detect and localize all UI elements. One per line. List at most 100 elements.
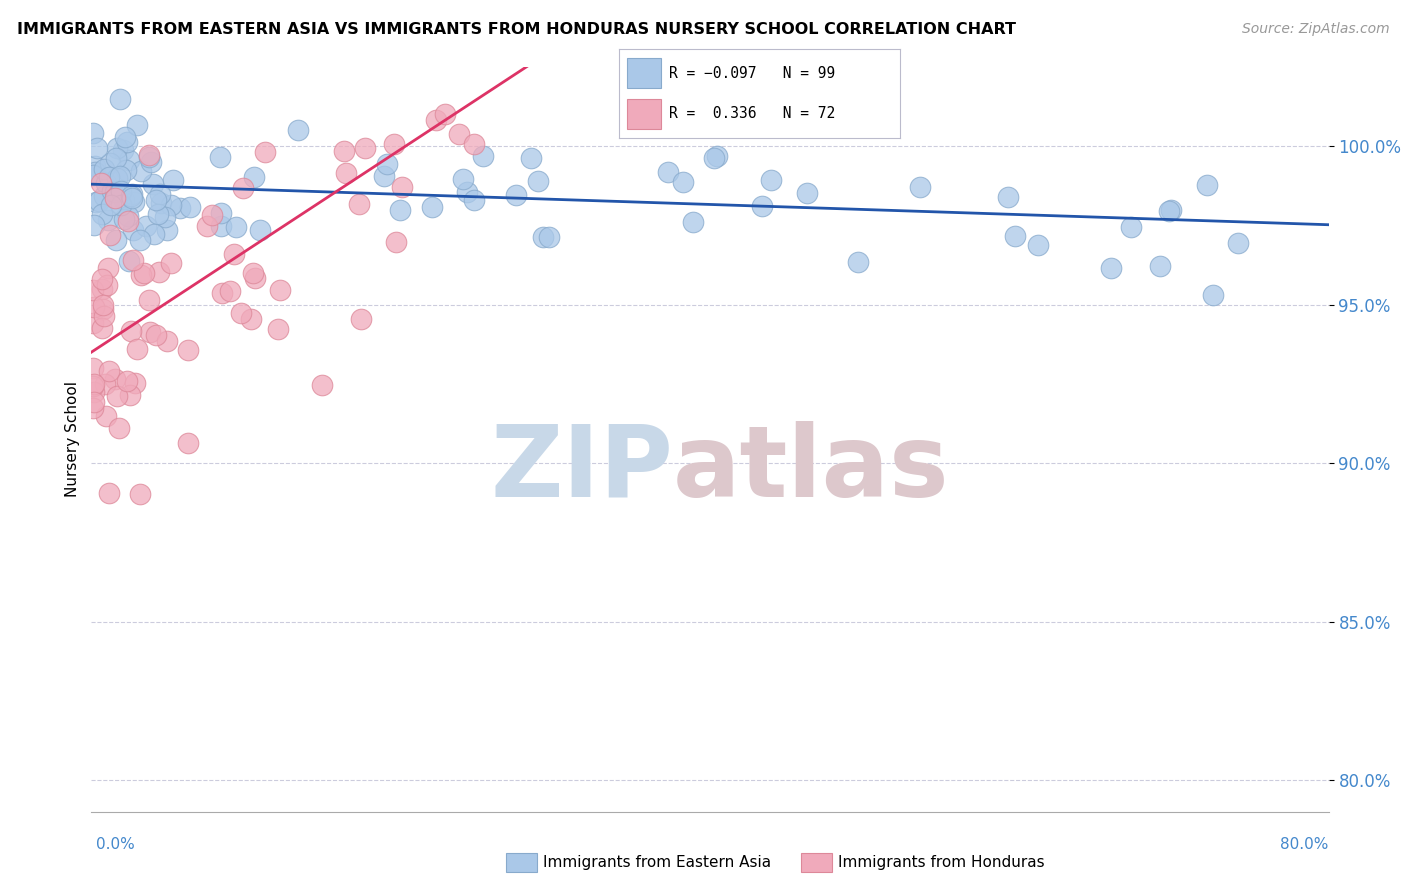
Point [148, 265, 170, 279]
Point [391, 180, 413, 194]
Point [219, 285, 242, 299]
Point [1159, 204, 1181, 219]
Point [211, 219, 233, 233]
Point [463, 193, 485, 207]
Point [114, 129, 136, 144]
Point [434, 107, 457, 121]
Point [375, 157, 398, 171]
Point [98, 155, 121, 169]
Point [117, 214, 139, 228]
Point [527, 173, 550, 187]
Point [451, 171, 474, 186]
Point [142, 227, 165, 241]
Point [447, 128, 470, 142]
Point [127, 118, 149, 132]
Point [134, 266, 156, 280]
Point [82, 378, 104, 392]
Text: Immigrants from Eastern Asia: Immigrants from Eastern Asia [543, 855, 770, 870]
Point [120, 324, 142, 338]
Point [83, 395, 105, 409]
Point [349, 197, 371, 211]
Point [384, 235, 406, 249]
Point [149, 195, 172, 210]
Point [335, 166, 357, 180]
Point [846, 255, 869, 269]
Point [118, 254, 141, 268]
Point [127, 342, 149, 356]
Point [104, 372, 127, 386]
Point [84, 165, 107, 179]
Point [382, 136, 405, 151]
Point [121, 191, 143, 205]
Point [112, 193, 135, 207]
Point [201, 209, 224, 223]
Point [353, 141, 375, 155]
Point [520, 151, 543, 165]
Point [224, 247, 246, 261]
Text: atlas: atlas [673, 421, 949, 517]
Point [82, 401, 104, 416]
Text: 80.0%: 80.0% [1281, 837, 1329, 852]
Point [82, 284, 104, 298]
Point [83, 377, 105, 392]
Bar [627, 99, 661, 129]
Point [83, 300, 105, 314]
Point [145, 327, 167, 342]
Point [105, 171, 128, 186]
Point [129, 268, 152, 282]
Point [105, 233, 128, 247]
Point [97, 170, 120, 185]
Point [149, 186, 172, 201]
Point [249, 223, 271, 237]
Point [796, 186, 818, 200]
Point [179, 200, 201, 214]
Point [138, 147, 160, 161]
Point [110, 197, 132, 211]
Text: 0.0%: 0.0% [96, 837, 135, 852]
Point [90, 176, 112, 190]
Point [333, 144, 356, 158]
Bar [627, 58, 661, 88]
Text: IMMIGRANTS FROM EASTERN ASIA VS IMMIGRANTS FROM HONDURAS NURSERY SCHOOL CORRELAT: IMMIGRANTS FROM EASTERN ASIA VS IMMIGRAN… [17, 22, 1017, 37]
Point [82, 360, 104, 375]
Text: Source: ZipAtlas.com: Source: ZipAtlas.com [1241, 22, 1389, 37]
Point [121, 253, 143, 268]
Point [96, 278, 118, 293]
Point [1004, 229, 1026, 244]
Point [110, 92, 132, 106]
Point [160, 256, 183, 270]
Point [101, 184, 124, 198]
Text: Immigrants from Honduras: Immigrants from Honduras [838, 855, 1045, 870]
Point [89, 194, 111, 209]
Point [97, 364, 120, 378]
Text: ZIP: ZIP [491, 421, 673, 517]
Point [124, 376, 146, 391]
Point [242, 266, 264, 280]
Point [287, 123, 309, 137]
Point [98, 485, 121, 500]
Point [266, 322, 288, 336]
Point [117, 210, 139, 224]
Point [389, 202, 412, 217]
Point [169, 202, 191, 216]
Point [129, 163, 152, 178]
Point [115, 136, 138, 150]
Point [91, 207, 114, 221]
Point [138, 293, 160, 307]
Point [1121, 220, 1143, 235]
Point [91, 301, 114, 316]
Point [124, 194, 146, 209]
Point [682, 215, 704, 229]
Point [83, 219, 105, 233]
Point [162, 173, 184, 187]
Point [672, 175, 695, 189]
Point [111, 143, 134, 157]
Point [463, 137, 485, 152]
Point [84, 160, 107, 174]
Point [1099, 261, 1122, 276]
Point [117, 374, 139, 388]
Point [1149, 259, 1171, 273]
Point [240, 312, 263, 326]
Point [83, 385, 105, 400]
Point [155, 334, 177, 348]
